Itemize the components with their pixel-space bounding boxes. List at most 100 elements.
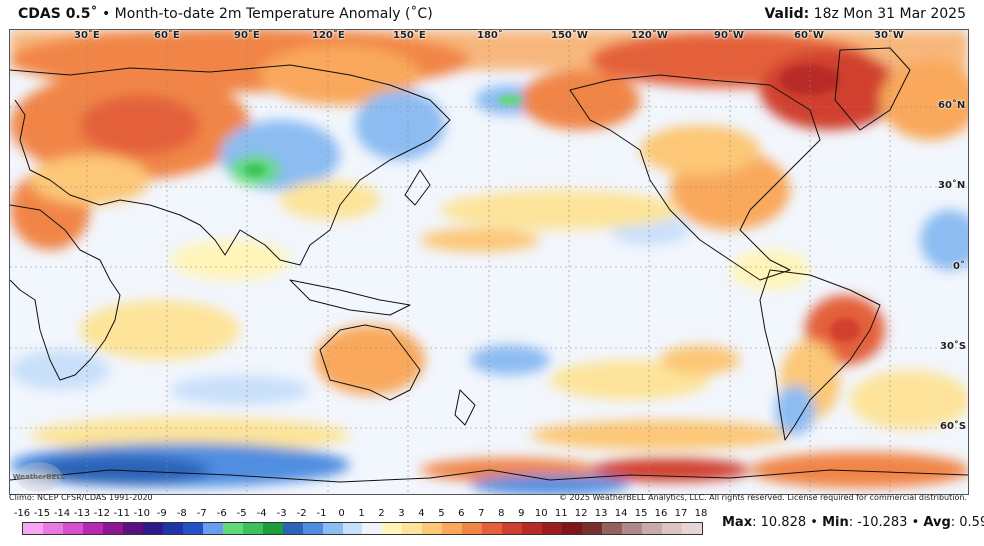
colorbar-swatch [642,523,662,534]
colorbar-swatch [562,523,583,534]
coast-eurasia [10,64,451,266]
stats-sep: • [911,515,920,530]
coast-antarctica [10,469,968,483]
map-description: Month-to-date 2m Temperature Anomaly (˚C… [114,6,433,22]
colorbar-swatch [502,523,523,534]
colorbar-tick-label: -13 [73,508,91,519]
colorbar-tick-label: 13 [594,508,608,519]
graticule [10,30,968,494]
lon-label: 180˚ [477,30,503,41]
lon-label: 150˚E [393,30,426,41]
colorbar-swatch [202,523,223,534]
colorbar-tick-label: 14 [614,508,628,519]
colorbar-swatch [322,523,343,534]
colorbar-tick-label: -12 [93,508,111,519]
colorbar-swatch [282,523,303,534]
coast-australia [319,324,421,401]
max-value: : 10.828 [752,515,807,530]
colorbar-swatch [662,523,682,534]
lon-label: 150˚W [551,30,588,41]
colorbar-tick-label: -11 [113,508,131,519]
colorbar-swatch [402,523,423,534]
colorbar-swatch [23,523,43,534]
colorbar-tick-label: 0 [338,508,345,519]
coast-africa [10,204,121,381]
colorbar-tick-label: 5 [438,508,445,519]
colorbar-tick-label: -2 [296,508,307,519]
coast-indonesia [289,279,411,316]
colorbar-swatch [182,523,203,534]
colorbar-tick-label: -7 [196,508,207,519]
colorbar-swatch [382,523,403,534]
colorbar-swatch [582,523,603,534]
colorbar-tick-label: 7 [478,508,485,519]
max-label: Max [722,515,753,530]
title-separator: • [101,6,111,22]
lat-label: 60˚S [940,421,967,432]
colorbar-tick-label: 3 [398,508,405,519]
avg-value: : 0.598 [950,515,984,530]
min-value: : -10.283 [848,515,908,530]
colorbar-swatch [62,523,83,534]
lon-label: 120˚W [631,30,668,41]
valid-time: Valid: 18z Mon 31 Mar 2025 [764,6,966,22]
colorbar-swatch [42,523,63,534]
map-title: CDAS 0.5˚ • Month-to-date 2m Temperature… [18,6,433,22]
min-label: Min [822,515,849,530]
colorbar-tick-label: 18 [694,508,708,519]
anomaly-map-svg [10,30,968,494]
colorbar-swatch [422,523,443,534]
lon-label: 60˚W [794,30,824,41]
colorbar-tick-label: -1 [316,508,327,519]
colorbar-swatch [681,523,702,534]
climo-credit: Climo: NCEP CFSR/CDAS 1991-2020 [9,493,153,502]
coastlines [10,47,968,483]
colorbar-swatch [362,523,383,534]
colorbar-tick-label: -9 [156,508,167,519]
colorbar-tick-label: -5 [236,508,247,519]
colorbar-tick-label: 4 [418,508,425,519]
colorbar-swatch [162,523,183,534]
colorbar-tick-label: -6 [216,508,227,519]
valid-label: Valid: [764,6,810,22]
model-name: CDAS 0.5˚ [18,6,98,22]
lon-label: 30˚E [74,30,100,41]
colorbar-tick-label: 12 [574,508,588,519]
colorbar-tick-label: -14 [53,508,71,519]
colorbar-tick-label: 6 [458,508,465,519]
colorbar-swatch [102,523,123,534]
lat-label: 60˚N [938,100,966,111]
copyright-credit: © 2025 WeatherBELL Analytics, LLC. All r… [559,493,967,502]
colorbar-swatch [622,523,643,534]
colorbar-labels: -16 -15 -14 -13 -12 -11 -10 -9 -8 -7 -6 -5 -4 -3 -2 -1 0… [14,508,708,522]
colorbar-tick-label: 10 [534,508,548,519]
coast-greenland [834,47,911,131]
colorbar-swatch [242,523,263,534]
anomaly-shading [10,30,968,494]
colorbar-tick-label: -15 [33,508,51,519]
colorbar-swatch [602,523,623,534]
stats-sep: • [810,515,818,530]
coast-north-america [569,74,821,281]
lat-label: 30˚N [938,180,966,191]
colorbar-swatch [262,523,283,534]
anomaly-map: WeatherBELL [9,29,969,495]
colorbar-swatch [302,523,323,534]
lat-label: 30˚S [940,341,967,352]
colorbar-swatch [342,523,363,534]
lon-label: 120˚E [312,30,345,41]
colorbar-tick-label: -16 [13,508,31,519]
lon-label: 60˚E [154,30,180,41]
colorbar-swatch [122,523,143,534]
colorbar-tick-label: -8 [176,508,187,519]
weatherbell-logo: WeatherBELL [13,462,65,492]
colorbar-swatch [142,523,163,534]
coast-new-zealand [454,389,476,426]
lon-label: 90˚W [714,30,744,41]
colorbar-swatch [542,523,563,534]
colorbar-tick-label: 2 [378,508,385,519]
colorbar-tick-label: 9 [518,508,525,519]
valid-time-value: 18z Mon 31 Mar 2025 [813,6,966,22]
colorbar-tick-label: 8 [498,508,505,519]
colorbar-swatch [482,523,503,534]
